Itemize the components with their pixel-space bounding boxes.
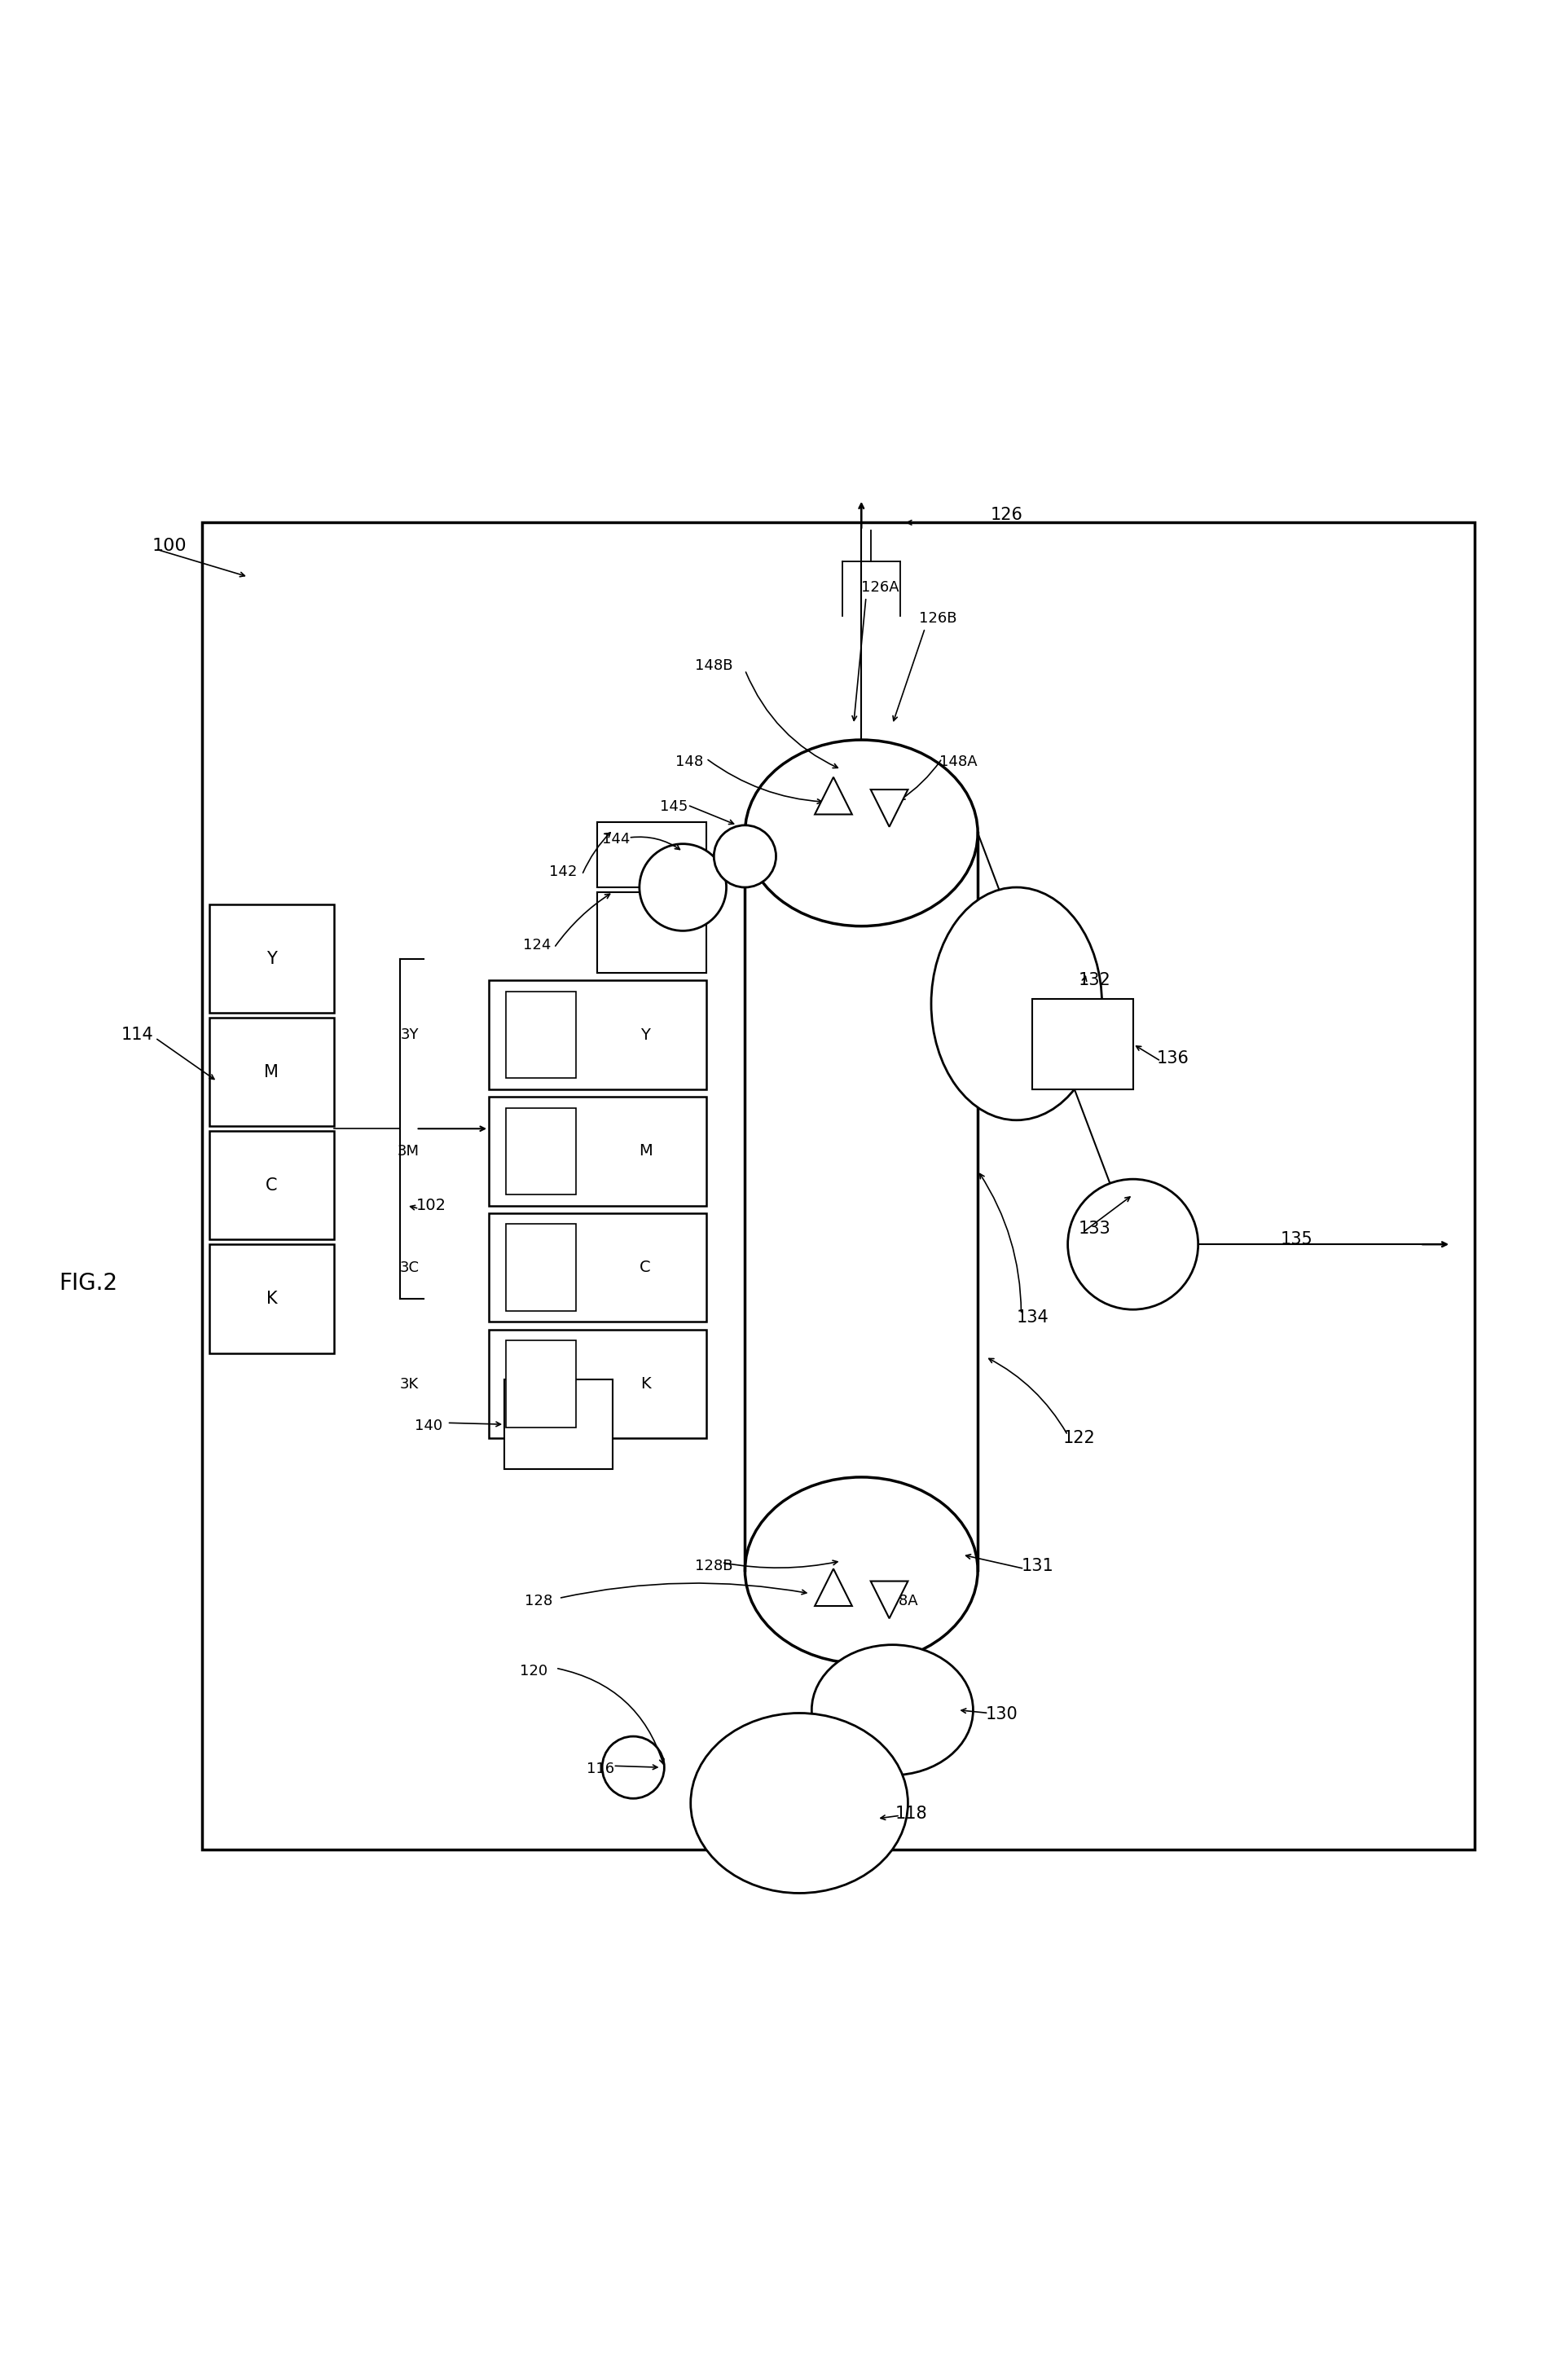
Text: 128: 128 xyxy=(525,1595,553,1609)
FancyBboxPatch shape xyxy=(598,821,706,888)
FancyBboxPatch shape xyxy=(506,992,576,1078)
Polygon shape xyxy=(871,790,908,826)
FancyBboxPatch shape xyxy=(489,1097,706,1207)
FancyBboxPatch shape xyxy=(202,524,1474,1849)
Text: C: C xyxy=(639,1259,650,1276)
Text: 148B: 148B xyxy=(695,657,733,674)
Text: 122: 122 xyxy=(1063,1430,1096,1447)
Text: 133: 133 xyxy=(1079,1221,1111,1238)
Text: M: M xyxy=(264,1064,279,1081)
Text: 132: 132 xyxy=(1079,973,1111,988)
Text: 148: 148 xyxy=(675,754,703,769)
Text: 126A: 126A xyxy=(861,581,899,595)
FancyBboxPatch shape xyxy=(210,1130,334,1240)
FancyBboxPatch shape xyxy=(210,904,334,1014)
Text: 128B: 128B xyxy=(695,1559,733,1573)
FancyBboxPatch shape xyxy=(489,1214,706,1321)
FancyBboxPatch shape xyxy=(598,892,706,973)
FancyBboxPatch shape xyxy=(489,981,706,1090)
Text: K: K xyxy=(639,1376,650,1392)
Text: 100: 100 xyxy=(152,538,186,555)
Text: 140: 140 xyxy=(414,1418,442,1433)
FancyBboxPatch shape xyxy=(489,1330,706,1438)
Text: 3M: 3M xyxy=(397,1145,419,1159)
Ellipse shape xyxy=(745,740,978,926)
FancyBboxPatch shape xyxy=(210,1245,334,1352)
Ellipse shape xyxy=(745,1478,978,1664)
Ellipse shape xyxy=(602,1737,664,1799)
Text: 136: 136 xyxy=(1156,1050,1189,1066)
Text: 148A: 148A xyxy=(939,754,976,769)
FancyBboxPatch shape xyxy=(210,1019,334,1126)
Text: 126: 126 xyxy=(990,507,1023,524)
Ellipse shape xyxy=(691,1714,908,1892)
Text: Y: Y xyxy=(641,1028,650,1042)
Text: FIG.2: FIG.2 xyxy=(59,1271,118,1295)
Text: 116: 116 xyxy=(587,1761,615,1775)
Ellipse shape xyxy=(714,826,776,888)
FancyBboxPatch shape xyxy=(506,1107,576,1195)
Text: 134: 134 xyxy=(1017,1309,1049,1326)
Ellipse shape xyxy=(1068,1178,1198,1309)
Text: 131: 131 xyxy=(1021,1557,1054,1573)
FancyBboxPatch shape xyxy=(506,1340,576,1428)
Text: 126B: 126B xyxy=(919,612,956,626)
Polygon shape xyxy=(815,1568,852,1606)
Text: 3K: 3K xyxy=(400,1376,419,1392)
Text: 3C: 3C xyxy=(399,1261,419,1276)
Text: 114: 114 xyxy=(121,1026,154,1042)
Text: 118: 118 xyxy=(896,1806,928,1823)
Ellipse shape xyxy=(931,888,1102,1121)
Text: K: K xyxy=(265,1290,278,1307)
Text: 145: 145 xyxy=(660,800,688,814)
Polygon shape xyxy=(815,778,852,814)
FancyBboxPatch shape xyxy=(506,1223,576,1311)
FancyBboxPatch shape xyxy=(504,1380,613,1468)
Ellipse shape xyxy=(639,845,726,931)
Text: 142: 142 xyxy=(549,864,577,878)
Polygon shape xyxy=(871,1580,908,1618)
Text: 135: 135 xyxy=(1280,1230,1313,1247)
Text: 124: 124 xyxy=(523,938,551,952)
Text: C: C xyxy=(265,1178,278,1192)
Text: M: M xyxy=(638,1142,652,1159)
FancyBboxPatch shape xyxy=(1032,1000,1133,1090)
Text: 3Y: 3Y xyxy=(400,1028,419,1042)
Text: 102: 102 xyxy=(416,1197,445,1214)
Text: Y: Y xyxy=(267,950,276,966)
Text: 144: 144 xyxy=(602,833,630,847)
Text: 128A: 128A xyxy=(880,1595,917,1609)
Ellipse shape xyxy=(812,1645,973,1775)
Text: 130: 130 xyxy=(986,1706,1018,1723)
Text: 120: 120 xyxy=(520,1664,548,1678)
